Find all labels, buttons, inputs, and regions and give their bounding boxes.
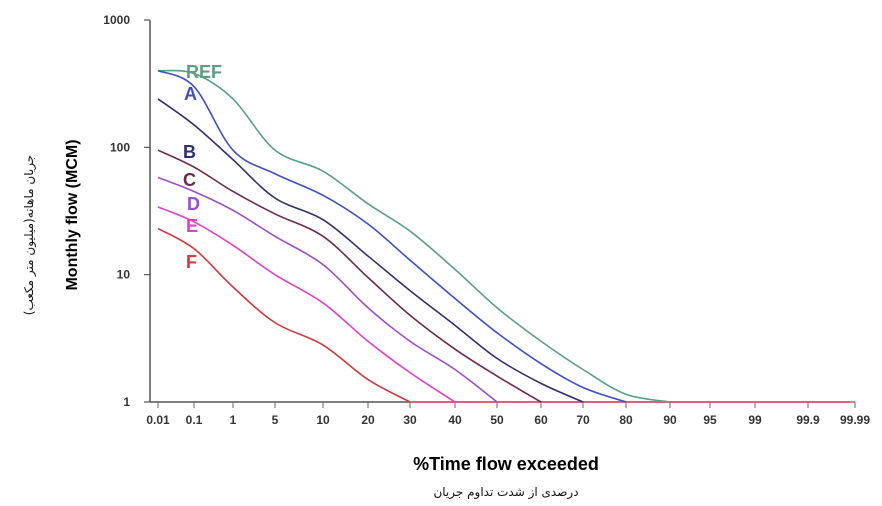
series-label-b: B — [183, 142, 196, 162]
x-tick-label: 50 — [490, 413, 504, 427]
y-axis-title: Monthly flow (MCM) — [64, 139, 81, 290]
x-tick-label: 99 — [748, 413, 762, 427]
x-tick-label: 10 — [316, 413, 330, 427]
y-tick-label: 10 — [117, 268, 131, 282]
series-label-a: A — [184, 84, 197, 104]
series-line-e — [157, 206, 456, 403]
series-line-d — [157, 176, 498, 403]
y-tick-label: 1000 — [103, 13, 130, 27]
series-lines — [157, 69, 855, 403]
series-line-f — [157, 227, 411, 403]
x-tick-label: 95 — [703, 413, 717, 427]
series-label-d: D — [187, 194, 200, 214]
x-tick-label: 99.9 — [796, 413, 820, 427]
x-axis-title-fa: درصدی از شدت تداوم جریان — [433, 485, 578, 500]
series-line-b — [157, 98, 584, 403]
series-line-ref — [157, 69, 671, 403]
x-tick-label: 0.1 — [186, 413, 203, 427]
series-label-f: F — [186, 252, 197, 272]
x-axis-ticks: 0.01 0.1 1 5 10 20 30 40 50 60 70 80 90 95 99 99.9 99.99 — [146, 402, 870, 427]
series-line-a — [157, 69, 627, 403]
x-tick-label: 40 — [448, 413, 462, 427]
x-axis-title: %Time flow exceeded — [413, 454, 599, 474]
x-tick-label: 60 — [534, 413, 548, 427]
x-tick-label: 90 — [663, 413, 677, 427]
y-axis-title-fa: جریان ماهانه(میلیون متر مکعب) — [22, 155, 37, 315]
y-tick-label: 1 — [123, 395, 130, 409]
series-label-e: E — [186, 216, 198, 236]
series-label-c: C — [183, 170, 196, 190]
y-axis-ticks: 1 10 100 1000 — [103, 13, 150, 409]
x-tick-label: 30 — [403, 413, 417, 427]
x-tick-label: 99.99 — [840, 413, 870, 427]
x-tick-label: 70 — [576, 413, 590, 427]
x-tick-label: 0.01 — [146, 413, 170, 427]
series-label-ref: REF — [186, 62, 222, 82]
x-tick-label: 20 — [361, 413, 375, 427]
x-tick-label: 5 — [272, 413, 279, 427]
series-line-c — [157, 149, 542, 403]
y-tick-label: 100 — [110, 140, 130, 154]
x-tick-label: 80 — [619, 413, 633, 427]
x-tick-label: 1 — [230, 413, 237, 427]
